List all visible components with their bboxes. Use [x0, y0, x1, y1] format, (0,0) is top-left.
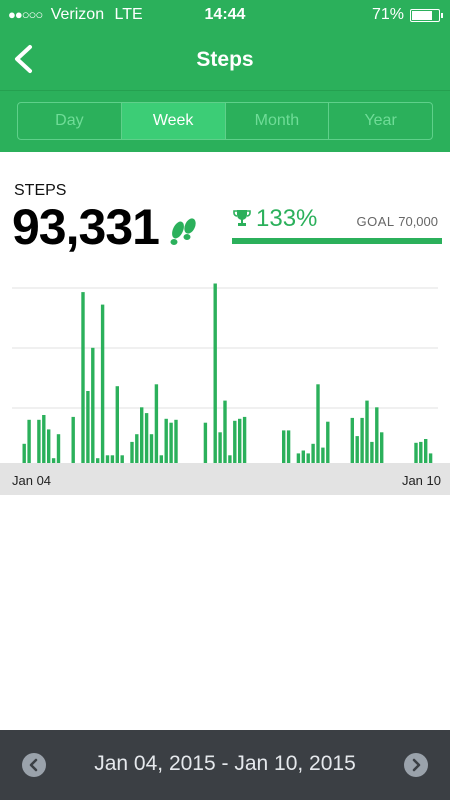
- chart-bar: [233, 420, 237, 463]
- chart-bar: [110, 455, 115, 463]
- chart-bar: [164, 418, 168, 463]
- chart-bar: [350, 417, 354, 463]
- tab-year[interactable]: Year: [364, 112, 397, 129]
- period-segmented-control: Day Week Month Year: [17, 102, 433, 140]
- goal-label: GOAL: [356, 214, 395, 229]
- x-axis-start-label: Jan 04: [12, 473, 52, 488]
- tab-day[interactable]: Day: [18, 103, 122, 139]
- chart-bar: [115, 386, 119, 463]
- chart-bar: [22, 443, 26, 463]
- chart-bar: [130, 441, 134, 463]
- chart-bar: [306, 453, 310, 463]
- chart-bar: [71, 416, 75, 463]
- chart-bar: [286, 430, 291, 463]
- chart-bar: [414, 442, 418, 463]
- chart-bar: [56, 434, 61, 463]
- chart-bar: [228, 455, 232, 463]
- chart-bar: [27, 419, 31, 463]
- chart-bar: [223, 400, 227, 463]
- period-selector-bar: Day Week Month Year: [0, 90, 450, 152]
- chevron-left-icon: [15, 45, 32, 73]
- x-axis-end-label: Jan 10: [401, 473, 441, 488]
- steps-bar-chart: [12, 283, 438, 463]
- nav-bar: Steps: [0, 30, 450, 90]
- chart-bar: [140, 407, 144, 463]
- trophy-icon: [233, 210, 251, 226]
- steps-total: 93,331: [12, 199, 160, 255]
- chart-bar: [159, 455, 163, 463]
- chart-bar: [355, 436, 359, 463]
- back-button[interactable]: [10, 42, 40, 76]
- goal-progress-fill: [232, 238, 442, 244]
- chart-bar: [120, 455, 124, 463]
- steps-label: STEPS: [14, 182, 67, 199]
- tab-month[interactable]: Month: [226, 103, 330, 139]
- chevron-left-icon: [29, 758, 38, 772]
- chart-bar: [42, 415, 46, 463]
- chevron-right-icon: [412, 758, 421, 772]
- chart-bar: [360, 417, 364, 463]
- chart-bar: [242, 416, 247, 463]
- chart-bar: [37, 419, 41, 463]
- x-axis-band: Jan 04 Jan 10: [0, 463, 450, 495]
- chart-bar: [321, 447, 325, 463]
- chart-bar: [135, 434, 139, 463]
- chart-bar: [213, 283, 217, 463]
- chart-bar: [380, 432, 384, 463]
- battery-icon: [410, 8, 443, 22]
- chart-bar: [238, 418, 242, 463]
- chart-bar: [424, 439, 428, 463]
- next-week-button[interactable]: [404, 753, 428, 777]
- chart-bar: [154, 384, 159, 463]
- page-title: Steps: [196, 48, 254, 71]
- carrier-name: Verizon: [50, 6, 105, 23]
- chart-bar: [203, 422, 208, 463]
- date-range-footer: Jan 04, 2015 - Jan 10, 2015: [0, 730, 450, 800]
- chart-bar: [47, 429, 51, 463]
- chart-bar: [365, 400, 369, 463]
- battery: 71%: [371, 6, 443, 24]
- chart-bar: [149, 434, 154, 463]
- signal-strength-icon: ●●○○○: [8, 7, 43, 22]
- goal-value: 70,000: [398, 214, 438, 229]
- previous-week-button[interactable]: [22, 753, 46, 777]
- clock: 14:44: [204, 6, 246, 23]
- tab-week[interactable]: Week: [121, 103, 226, 139]
- chart-bar: [144, 413, 149, 463]
- chart-bar: [218, 432, 222, 463]
- chart-bar: [174, 419, 178, 463]
- battery-percent: 71%: [371, 6, 404, 23]
- chart-bar: [326, 421, 330, 463]
- status-bar: ●●○○○ Verizon LTE 14:44 71%: [0, 0, 450, 30]
- goal-text: GOAL 70,000: [356, 214, 438, 229]
- network-type: LTE: [114, 6, 143, 23]
- chart-bar: [105, 455, 110, 463]
- chart-bar: [428, 453, 433, 463]
- chart-bar: [91, 347, 95, 463]
- chart-bar: [282, 430, 286, 463]
- chart-bar: [375, 407, 379, 463]
- chart-bar: [301, 450, 305, 463]
- chart-bar: [169, 422, 173, 463]
- goal-progress-bar: [232, 238, 442, 244]
- footprints-icon: [170, 218, 196, 245]
- chart-bar: [296, 453, 301, 463]
- chart-bar: [316, 384, 320, 463]
- chart-bar: [370, 441, 374, 463]
- chart-bar: [86, 391, 90, 463]
- goal-percent: 133%: [256, 205, 318, 232]
- carrier: ●●○○○ Verizon LTE: [8, 6, 143, 24]
- chart-bar: [81, 292, 85, 463]
- chart-bar: [100, 304, 105, 463]
- chart-bar: [419, 441, 423, 463]
- date-range: Jan 04, 2015 - Jan 10, 2015: [94, 752, 356, 775]
- chart-bar: [96, 458, 100, 463]
- chart-bar: [51, 458, 56, 463]
- chart-bar: [311, 443, 315, 463]
